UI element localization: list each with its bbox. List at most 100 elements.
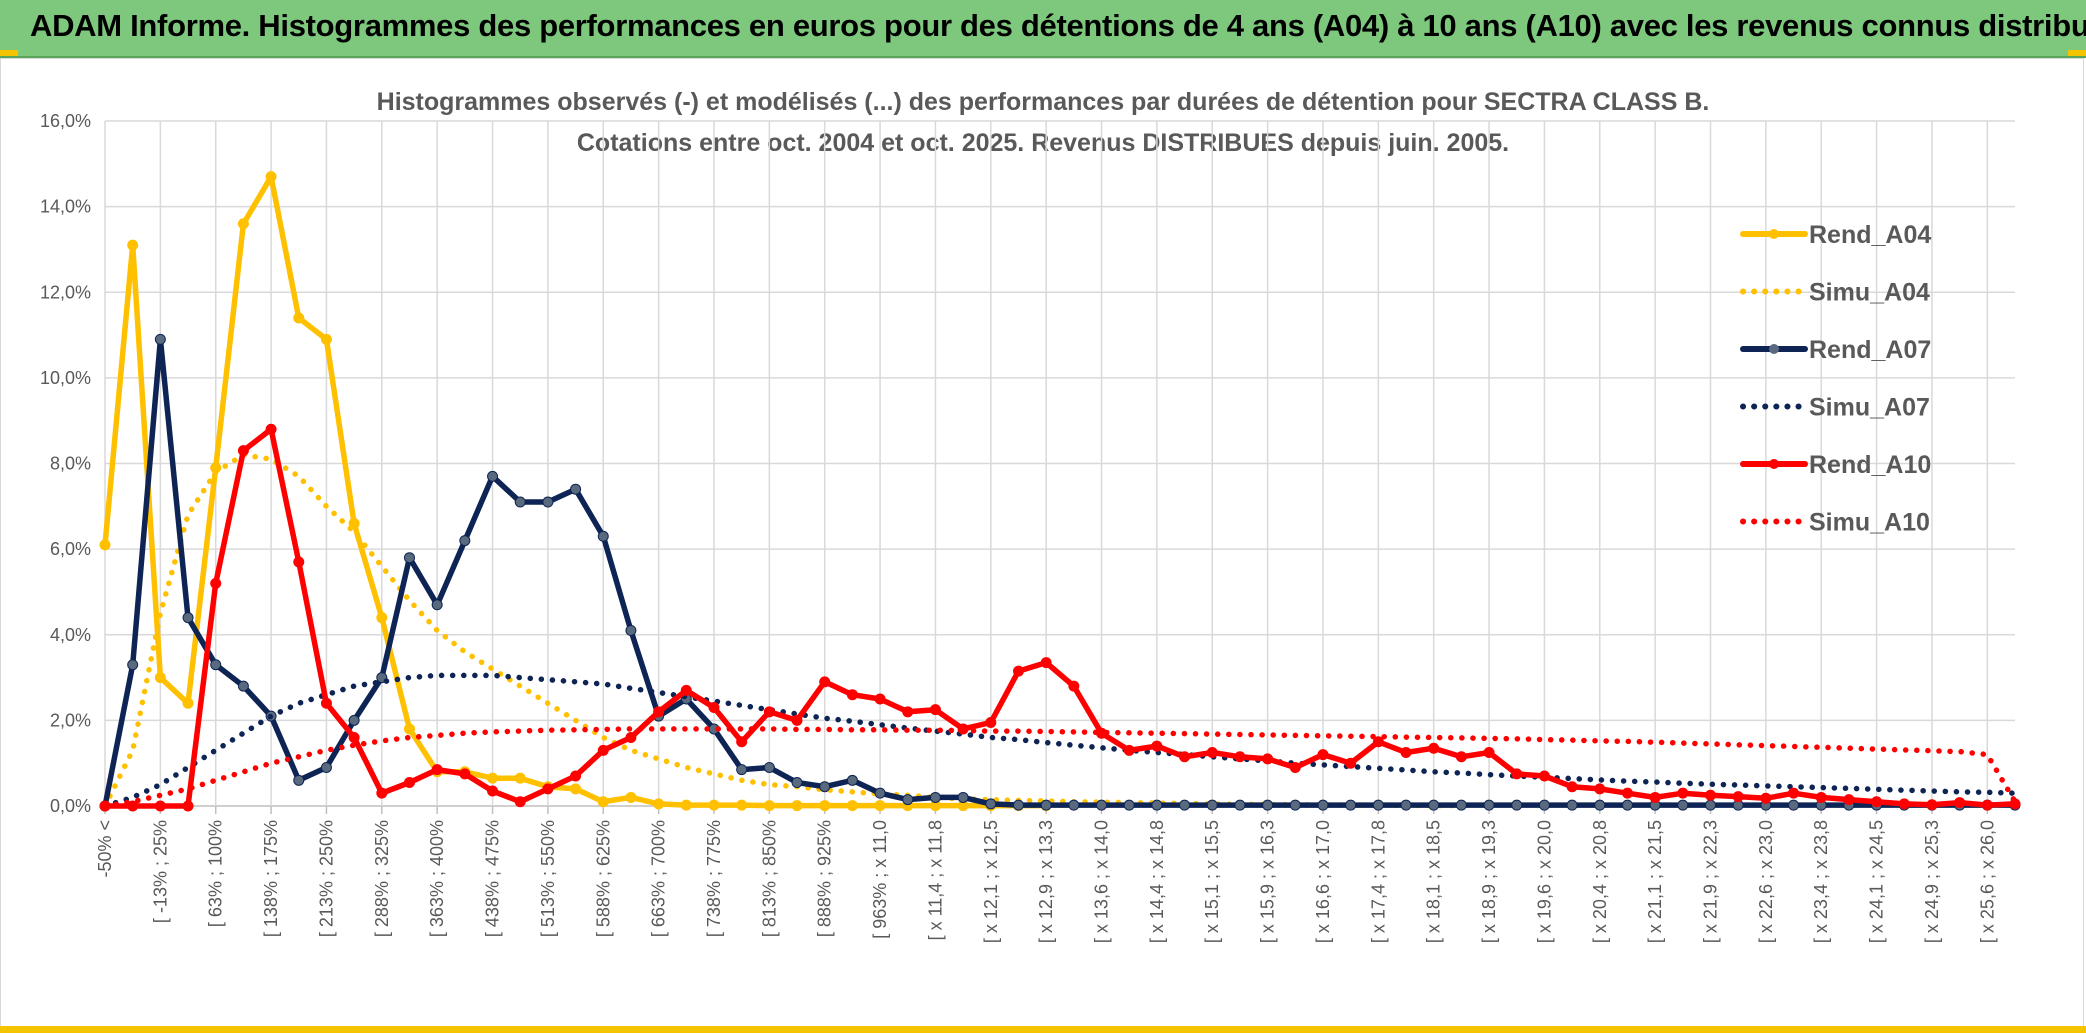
- x-tick-label: [ x 20,4 ; x 20,8: [1590, 820, 1610, 943]
- data-point: [929, 704, 941, 716]
- data-point: [403, 552, 415, 564]
- x-tick-label: [ x 16,6 ; x 17,0: [1313, 820, 1333, 943]
- data-point: [1760, 792, 1772, 804]
- data-point: [1151, 799, 1163, 811]
- data-point: [1898, 798, 1910, 810]
- x-tick-label: [ x 18,1 ; x 18,5: [1424, 820, 1444, 943]
- data-point: [514, 496, 526, 508]
- data-point: [1096, 799, 1108, 811]
- x-tick-label: [ x 14,4 ; x 14,8: [1147, 820, 1167, 943]
- data-point: [182, 612, 194, 624]
- series-line-simu_a04: [102, 452, 1465, 809]
- y-axis: 0,0% 2,0% 4,0% 6,0% 8,0% 10,0% 12,0% 14,0% 16,0%: [40, 111, 91, 816]
- data-point: [791, 776, 803, 788]
- data-point: [376, 612, 388, 624]
- data-point: [597, 796, 609, 808]
- data-point: [487, 470, 499, 482]
- data-point: [293, 312, 305, 324]
- x-tick-label: -50% <: [95, 820, 115, 878]
- data-point: [874, 800, 886, 812]
- legend-marker: [1769, 344, 1779, 354]
- data-point: [819, 781, 831, 793]
- legend-label: Rend_A07: [1809, 336, 1931, 364]
- header-banner: ADAM Informe. Histogrammes des performan…: [0, 0, 2086, 58]
- data-point: [1455, 799, 1467, 811]
- data-point: [1538, 770, 1550, 782]
- legend-label: Simu_A07: [1809, 394, 1930, 422]
- data-point: [570, 770, 582, 782]
- data-point: [819, 676, 831, 688]
- x-tick-label: [ 663% ; 700%: [649, 820, 669, 937]
- y-tick-label: 0,0%: [50, 796, 91, 816]
- data-point: [1428, 742, 1440, 754]
- series-line-rend_a10: [102, 426, 2018, 809]
- data-point: [736, 799, 748, 811]
- data-point: [1428, 799, 1440, 811]
- legend[interactable]: Rend_A04 Simu_A04 Rend_A07 Simu_A07 Rend_A10…: [1740, 221, 1931, 537]
- x-tick-label: [ x 21,9 ; x 22,3: [1701, 820, 1721, 943]
- data-point: [680, 684, 692, 696]
- data-point: [403, 776, 415, 788]
- data-point: [957, 791, 969, 803]
- data-point: [542, 496, 554, 508]
- data-point: [1566, 799, 1578, 811]
- data-point: [265, 423, 277, 435]
- page-title: ADAM Informe. Histogrammes des performan…: [30, 8, 2086, 43]
- data-point: [154, 672, 166, 684]
- x-tick-label: [ 363% ; 400%: [427, 820, 447, 937]
- data-point: [237, 218, 249, 230]
- data-point: [1234, 751, 1246, 763]
- data-point: [625, 732, 637, 743]
- data-point: [376, 787, 388, 799]
- data-point: [237, 445, 249, 457]
- data-point: [625, 791, 637, 803]
- x-tick-label: [ x 11,4 ; x 11,8: [925, 820, 945, 940]
- data-point: [237, 680, 249, 692]
- data-point: [1954, 797, 1966, 809]
- data-point: [431, 764, 443, 776]
- data-point: [514, 772, 526, 784]
- data-point: [1372, 736, 1384, 748]
- data-point: [1289, 799, 1301, 811]
- legend-label: Simu_A10: [1809, 509, 1930, 537]
- x-tick-label: [ 888% ; 925%: [815, 820, 835, 937]
- x-tick-label: [ 588% ; 625%: [593, 820, 613, 937]
- x-axis: -50% < [ -13% ; 25% [ 63% ; 100% [ 138% ; 1…: [95, 820, 1997, 943]
- data-point: [1234, 799, 1246, 811]
- y-tick-label: 14,0%: [40, 197, 91, 217]
- data-point: [1179, 799, 1191, 811]
- data-point: [542, 783, 554, 795]
- banner-corner-right: [2068, 50, 2086, 56]
- data-point: [1317, 749, 1329, 761]
- data-point: [1179, 751, 1191, 763]
- data-point: [1621, 799, 1633, 811]
- x-tick-label: [ x 12,9 ; x 13,3: [1036, 820, 1056, 943]
- data-point: [1400, 746, 1412, 758]
- data-point: [929, 791, 941, 803]
- data-point: [1400, 799, 1412, 811]
- data-point: [348, 732, 360, 743]
- data-point: [570, 483, 582, 495]
- legend-marker: [1769, 459, 1779, 469]
- data-point: [1483, 746, 1495, 758]
- x-tick-label: [ x 17,4 ; x 17,8: [1368, 820, 1388, 943]
- data-point: [154, 800, 166, 812]
- data-point: [819, 800, 831, 812]
- data-point: [1981, 799, 1993, 811]
- data-point: [514, 796, 526, 808]
- data-point: [791, 800, 803, 812]
- data-point: [625, 624, 637, 636]
- data-point: [1040, 799, 1052, 811]
- data-point: [1012, 799, 1024, 811]
- x-tick-label: [ 213% ; 250%: [316, 820, 336, 937]
- data-point: [1566, 781, 1578, 793]
- y-tick-label: 4,0%: [50, 625, 91, 645]
- legend-label: Rend_A10: [1809, 451, 1931, 479]
- data-point: [846, 689, 858, 701]
- data-point: [1317, 799, 1329, 811]
- x-tick-label: [ -13% ; 25%: [150, 820, 170, 923]
- data-point: [487, 785, 499, 797]
- data-point: [1068, 680, 1080, 692]
- data-point: [874, 787, 886, 799]
- data-point: [1649, 791, 1661, 803]
